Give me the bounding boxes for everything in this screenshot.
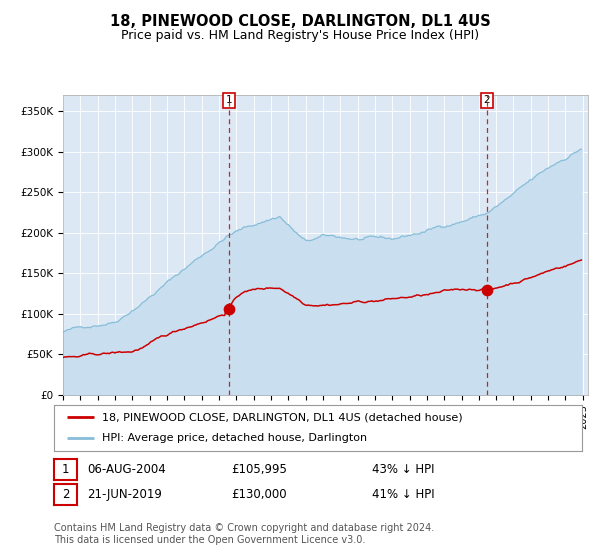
Text: Price paid vs. HM Land Registry's House Price Index (HPI): Price paid vs. HM Land Registry's House …	[121, 29, 479, 42]
Text: HPI: Average price, detached house, Darlington: HPI: Average price, detached house, Darl…	[101, 433, 367, 444]
Text: 18, PINEWOOD CLOSE, DARLINGTON, DL1 4US: 18, PINEWOOD CLOSE, DARLINGTON, DL1 4US	[110, 14, 490, 29]
Text: 1: 1	[226, 95, 233, 105]
Text: 18, PINEWOOD CLOSE, DARLINGTON, DL1 4US (detached house): 18, PINEWOOD CLOSE, DARLINGTON, DL1 4US …	[101, 412, 462, 422]
Text: 06-AUG-2004: 06-AUG-2004	[87, 463, 166, 476]
Text: 41% ↓ HPI: 41% ↓ HPI	[372, 488, 434, 501]
Point	[224, 305, 234, 314]
Text: £130,000: £130,000	[231, 488, 287, 501]
Text: £105,995: £105,995	[231, 463, 287, 476]
Text: 21-JUN-2019: 21-JUN-2019	[87, 488, 162, 501]
Point	[482, 285, 492, 294]
Text: 2: 2	[62, 488, 69, 501]
Text: 2: 2	[484, 95, 490, 105]
Text: 1: 1	[62, 463, 69, 476]
Text: Contains HM Land Registry data © Crown copyright and database right 2024.: Contains HM Land Registry data © Crown c…	[54, 523, 434, 533]
Text: 43% ↓ HPI: 43% ↓ HPI	[372, 463, 434, 476]
Text: This data is licensed under the Open Government Licence v3.0.: This data is licensed under the Open Gov…	[54, 535, 365, 545]
